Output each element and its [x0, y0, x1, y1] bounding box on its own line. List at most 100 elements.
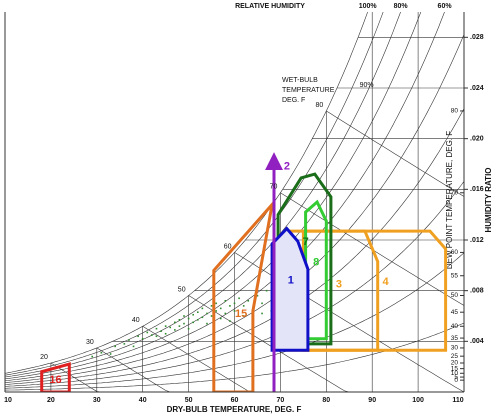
scatter-point	[187, 317, 190, 320]
scatter-point	[155, 335, 158, 338]
scatter-point	[169, 326, 172, 329]
scatter-point	[210, 305, 213, 307]
scatter-point	[261, 312, 263, 315]
zone-label: 2	[284, 160, 290, 172]
dewpoint-tick-label: 70	[451, 190, 459, 197]
scatter-point	[242, 305, 245, 307]
x-tick-label: 20	[47, 397, 55, 404]
rh-curve	[5, 12, 401, 378]
scatter-point	[247, 300, 250, 302]
dewpoint-tick-label: 50	[451, 292, 459, 299]
scatter-point	[192, 313, 194, 316]
zone-label: 4	[383, 276, 390, 288]
x-tick-label: 30	[93, 397, 101, 404]
dewpoint-tick-label: 25	[451, 353, 459, 360]
rh-tick-label: 80%	[394, 3, 409, 10]
wet-bulb-title: TEMPERATURE	[282, 87, 335, 94]
scatter-point	[201, 307, 204, 310]
x-tick-label: 110	[452, 397, 463, 404]
rh-curve	[5, 252, 464, 389]
rh-curve	[5, 12, 384, 376]
scatter-point	[164, 332, 167, 335]
y2-axis-label: HUMIDITY RATIO	[484, 167, 493, 232]
wet-bulb-label: 60	[224, 243, 232, 250]
scatter-point	[233, 302, 236, 305]
dewpoint-tick-label: 55	[451, 272, 459, 279]
wet-bulb-label: 50	[178, 286, 186, 293]
scatter-point	[109, 353, 112, 355]
zone	[40, 362, 71, 392]
scatter-point	[132, 345, 135, 348]
scatter-point	[137, 335, 139, 338]
rh-tick-label: 100%	[359, 3, 378, 10]
scatter-point	[215, 302, 217, 305]
x-tick-label: 40	[139, 397, 147, 404]
x-tick-label: 100	[412, 397, 424, 404]
scatter-point	[128, 339, 130, 341]
rh-curve	[5, 12, 445, 382]
scatter-point	[261, 302, 263, 305]
scatter-point	[174, 329, 176, 331]
zone-label: 16	[49, 374, 61, 386]
dewpoint-tick-label: 5	[454, 374, 458, 381]
scatter-point	[238, 297, 240, 300]
wet-bulb-label: 70	[270, 184, 278, 191]
x-tick-label: 10	[4, 397, 12, 404]
scatter-point	[224, 312, 227, 315]
y2-tick-label: .008	[470, 288, 484, 295]
y2-tick-label: .012	[470, 237, 484, 244]
wet-bulb-label: 40	[132, 317, 140, 324]
zone	[270, 226, 310, 352]
wet-bulb-label: 30	[86, 339, 94, 346]
zone	[304, 199, 328, 341]
scatter-point	[265, 289, 268, 292]
plot-area	[5, 12, 464, 392]
dewpoint-tick-label: 35	[451, 335, 459, 342]
wet-bulb-line	[188, 295, 350, 392]
rh-annotation: 90%	[360, 82, 374, 89]
wet-bulb-line	[142, 326, 253, 392]
scatter-point	[183, 315, 185, 317]
dewpoint-tick-label: 15	[451, 365, 459, 372]
zone	[212, 199, 275, 392]
scatter-point	[242, 315, 245, 317]
x-tick-label: 90	[368, 397, 376, 404]
scatter-point	[229, 305, 231, 307]
y2-tick-label: .024	[470, 85, 484, 92]
wet-bulb-line	[326, 110, 464, 197]
dewpoint-tick-label: 40	[451, 323, 459, 330]
rh-title: RELATIVE HUMIDITY	[235, 3, 305, 10]
rh-curve	[5, 12, 368, 374]
zone-label: 1	[288, 274, 294, 286]
scatter-point	[219, 317, 222, 320]
wet-bulb-title: WET-BULB	[282, 77, 318, 84]
rh-tick-label: 60%	[438, 3, 453, 10]
scatter-point	[160, 330, 162, 332]
x-tick-label: 80	[322, 397, 330, 404]
scatter-point	[210, 315, 213, 317]
scatter-point	[123, 343, 126, 345]
dewpoint-tick-label: 10	[451, 370, 459, 377]
scatter-point	[201, 316, 204, 319]
dewpoint-tick-label: 20	[451, 360, 459, 367]
scatter-point	[206, 312, 208, 315]
dewpoint-tick-label: 80	[451, 108, 459, 115]
rh-curve	[5, 34, 464, 383]
zone-label: 7	[303, 236, 309, 248]
y2-tick-label: .016	[470, 186, 484, 193]
scatter-point	[155, 327, 158, 330]
scatter-point	[233, 310, 236, 312]
scatter-point	[141, 338, 144, 340]
scatter-point	[256, 294, 259, 297]
zone-label: 15	[235, 308, 247, 320]
scatter-point	[174, 321, 176, 324]
scatter-point	[164, 325, 167, 327]
scatter-point	[206, 322, 208, 325]
dewpoint-tick-label: 0	[454, 377, 458, 384]
scatter-point	[196, 319, 199, 321]
wet-bulb-line	[96, 347, 171, 392]
scatter-point	[192, 321, 194, 324]
scatter-point	[178, 319, 181, 321]
